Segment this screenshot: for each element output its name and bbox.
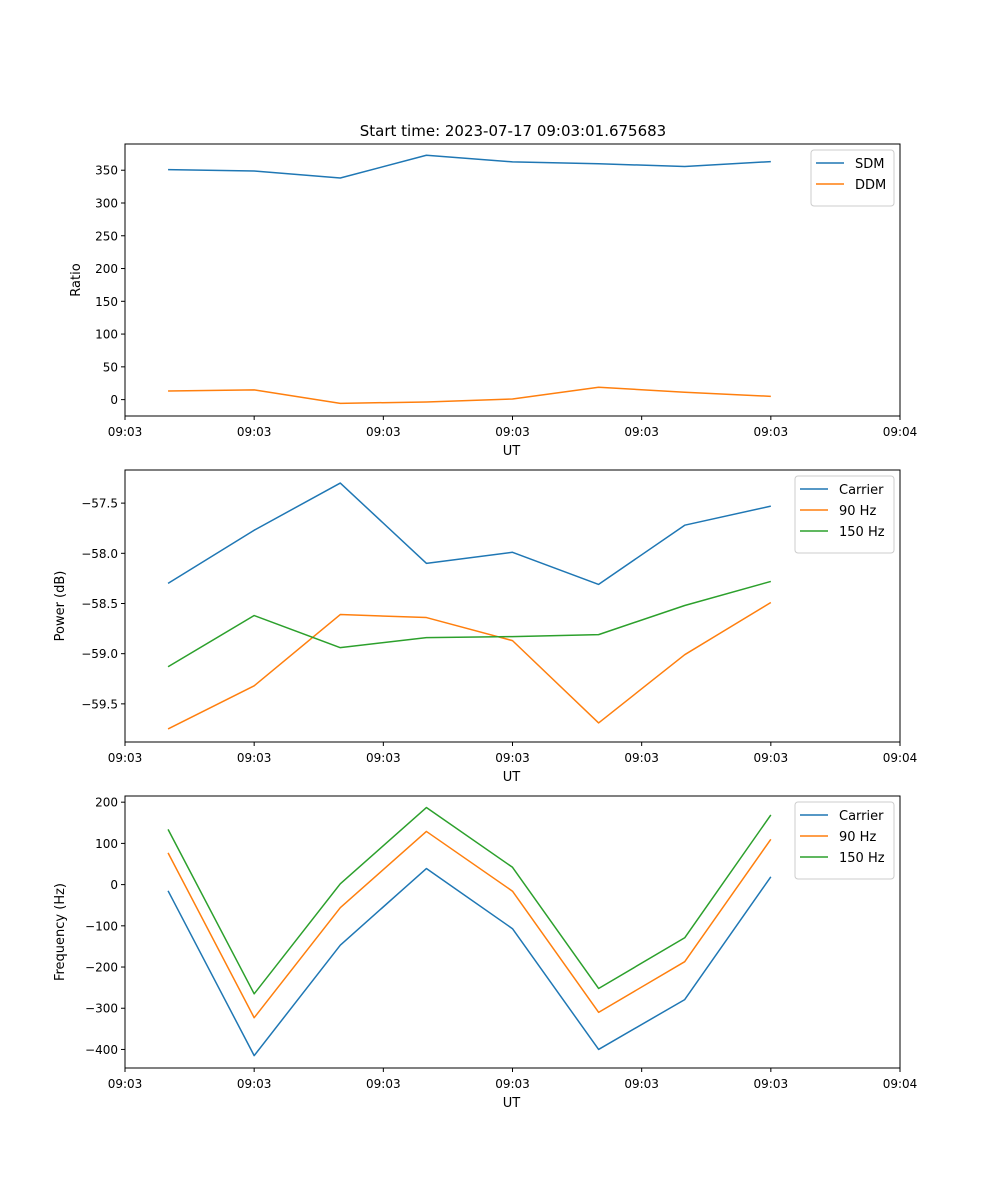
power-series-line-2	[167, 601, 772, 730]
x-tick-label: 09:03	[366, 751, 401, 765]
y-tick-label: −59.0	[81, 647, 118, 661]
x-axis-label: UT	[503, 770, 521, 785]
x-tick-label: 09:03	[754, 425, 789, 439]
x-tick-label: 09:03	[495, 751, 530, 765]
x-tick-label: 09:03	[237, 425, 272, 439]
y-axis-label: Frequency (Hz)	[53, 883, 68, 981]
x-tick-label: 09:03	[108, 1077, 143, 1091]
power-series-line-1	[167, 482, 771, 586]
ratio-plot: 09:03 09:03 09:03 09:03 09:03 09:03 09:04 0 50 10…	[69, 143, 918, 459]
figure-title: Start time: 2023-07-17 09:03:01.675683	[360, 122, 666, 140]
ratio-series-line-2	[168, 386, 771, 405]
x-tick-label: 09:03	[624, 1077, 659, 1091]
legend-label: DDM	[855, 178, 886, 193]
y-tick-label: 350	[95, 164, 118, 178]
y-tick-label: −58.0	[81, 547, 118, 561]
frequency-plot: 09:03 09:03 09:03 09:03 09:03 09:03 09:04 −400 −…	[53, 795, 918, 1111]
x-tick-label: 09:03	[237, 1077, 272, 1091]
legend-box	[794, 801, 895, 880]
legend-box	[810, 149, 895, 207]
x-tick-label: 09:03	[624, 751, 659, 765]
x-tick-label: 09:03	[237, 751, 272, 765]
x-tick-label: 09:04	[883, 425, 918, 439]
y-tick-label: −57.5	[81, 497, 118, 511]
x-tick-label: 09:03	[366, 425, 401, 439]
x-tick-label: 09:03	[624, 425, 659, 439]
x-tick-label: 09:03	[754, 751, 789, 765]
y-tick-label: 200	[95, 796, 118, 810]
y-tick-label: 200	[95, 262, 118, 276]
frequency-series-line-1	[167, 867, 772, 1057]
y-tick-label: −400	[85, 1043, 118, 1057]
power-plot: 09:03 09:03 09:03 09:03 09:03 09:03 09:04 −59.5…	[53, 469, 918, 785]
y-tick-label: −100	[85, 919, 118, 933]
y-tick-label: 0	[110, 393, 118, 407]
y-tick-label: 0	[110, 878, 118, 892]
x-tick-label: 09:04	[883, 751, 918, 765]
x-tick-label: 09:03	[495, 1077, 530, 1091]
frequency-axes-frame	[124, 795, 901, 1069]
y-tick-label: −58.5	[81, 597, 118, 611]
y-tick-label: 100	[95, 328, 118, 342]
y-tick-label: −200	[85, 961, 118, 975]
y-tick-label: −300	[85, 1002, 118, 1016]
frequency-series-line-3	[167, 806, 772, 995]
legend-box	[794, 475, 895, 554]
power-axes-frame	[124, 469, 901, 743]
y-tick-label: 150	[95, 295, 118, 309]
y-axis-label: Ratio	[69, 263, 84, 296]
legend-label: 90 Hz	[839, 504, 876, 519]
x-tick-label: 09:03	[108, 751, 143, 765]
ratio-series-line-1	[168, 154, 771, 179]
legend-label: 150 Hz	[839, 851, 885, 866]
x-tick-label: 09:03	[108, 425, 143, 439]
legend-label: Carrier	[839, 809, 884, 824]
legend-label: 90 Hz	[839, 830, 876, 845]
ratio-axes-frame	[124, 143, 901, 417]
y-tick-label: 250	[95, 229, 118, 243]
x-tick-label: 09:03	[366, 1077, 401, 1091]
y-tick-label: 100	[95, 837, 118, 851]
y-axis-label: Power (dB)	[53, 571, 68, 642]
x-axis-label: UT	[503, 444, 521, 459]
power-series-line-3	[167, 580, 772, 668]
x-tick-label: 09:04	[883, 1077, 918, 1091]
x-axis-label: UT	[503, 1096, 521, 1111]
x-tick-label: 09:03	[754, 1077, 789, 1091]
legend-label: SDM	[855, 157, 884, 172]
legend-label: 150 Hz	[839, 525, 885, 540]
y-tick-label: 50	[103, 360, 118, 374]
frequency-series-line-2	[167, 830, 772, 1019]
x-tick-label: 09:03	[495, 425, 530, 439]
y-tick-label: 300	[95, 196, 118, 210]
legend-label: Carrier	[839, 483, 884, 498]
y-tick-label: −59.5	[81, 697, 118, 711]
